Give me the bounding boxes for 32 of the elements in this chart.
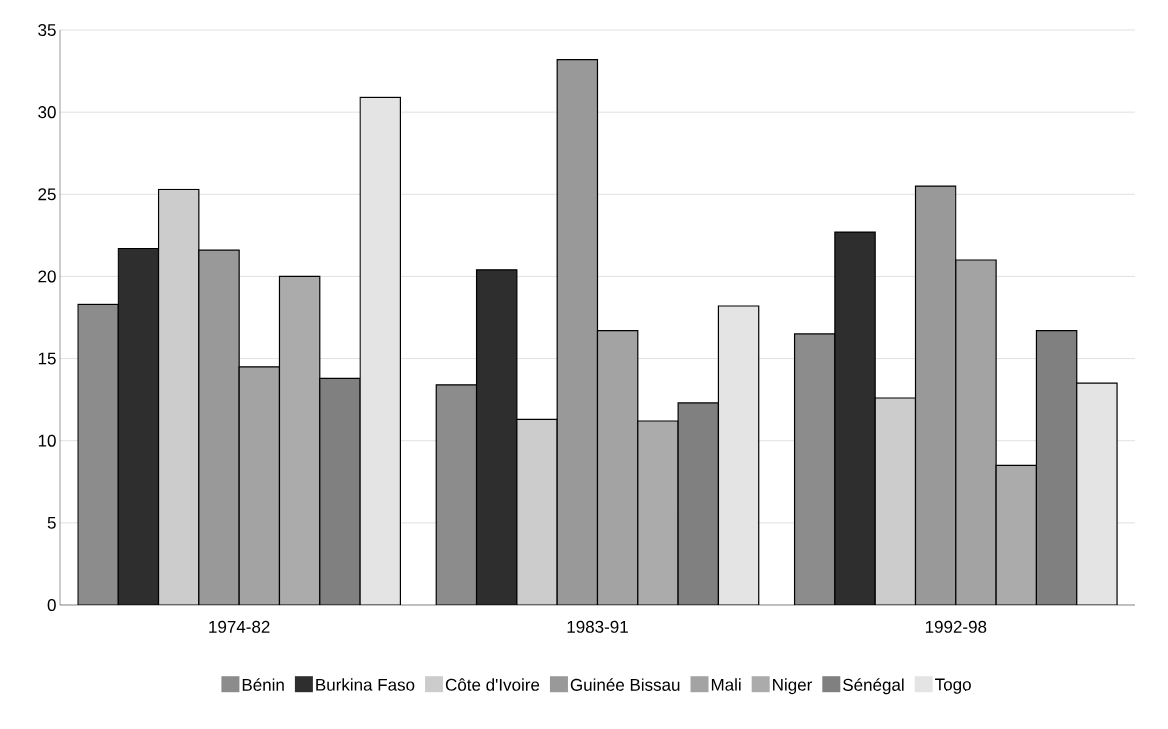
bar <box>435 384 478 605</box>
y-tick-label: 0 <box>47 598 56 612</box>
y-tick-label: 10 <box>38 434 56 447</box>
legend-label: Niger <box>773 678 813 695</box>
bar <box>1035 330 1078 605</box>
bar <box>359 96 402 605</box>
y-tick-label: 20 <box>38 270 56 283</box>
bar <box>319 377 361 605</box>
y-tick-label: 5 <box>47 516 56 529</box>
legend-label: Burkina Faso <box>316 678 415 691</box>
bar <box>117 247 160 605</box>
bar <box>995 464 1038 605</box>
x-tick-label: 1974-82 <box>209 620 270 633</box>
legend-label: Mali <box>711 678 741 691</box>
y-tick-label: 35 <box>38 23 56 37</box>
legend-label: Côte d'Ivoire <box>445 678 540 691</box>
bar <box>677 402 720 605</box>
bar <box>717 305 760 605</box>
x-tick-label: 1992-98 <box>925 620 987 633</box>
bar <box>475 269 518 605</box>
x-tick-label: 1983-91 <box>567 620 628 633</box>
bar <box>77 303 119 605</box>
bar <box>793 333 836 605</box>
legend-label: Sénégal <box>843 678 904 695</box>
y-tick-label: 15 <box>38 352 56 365</box>
y-tick-label: 25 <box>38 188 56 201</box>
legend-label: Guinée Bissau <box>570 678 680 691</box>
y-tick-label: 30 <box>38 106 56 119</box>
legend-label: Togo <box>935 678 971 694</box>
bar <box>1076 382 1118 605</box>
legend-label: Bénin <box>242 678 284 691</box>
bar <box>834 231 876 605</box>
